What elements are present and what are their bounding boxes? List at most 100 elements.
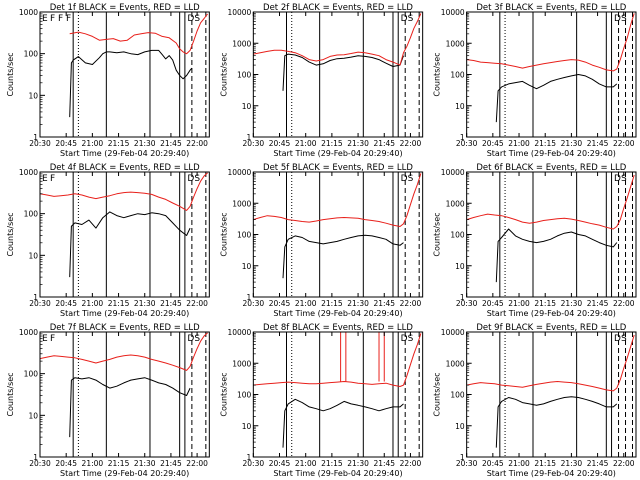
x-axis-label: Start Time (29-Feb-04 20:29:40) [60, 469, 189, 478]
chart-title: Det 8f BLACK = Events, RED = LLD [263, 323, 413, 333]
x-tick-label: 22:00 [186, 139, 208, 148]
event-markers [72, 12, 207, 137]
x-tick-label: 21:15 [321, 459, 343, 468]
x-tick-label: 21:30 [561, 299, 583, 308]
chart-title: Det 4f BLACK = Events, RED = LLD [50, 163, 200, 173]
events-series-line [495, 396, 618, 448]
plot-frame [39, 331, 210, 458]
plot-frame [252, 171, 424, 298]
event-markers [285, 332, 420, 457]
y-tick-label: 10 [455, 422, 465, 431]
x-tick-label: 20:45 [269, 139, 291, 148]
x-tick-label: 20:30 [243, 139, 265, 148]
y-axis-label: Counts/sec [6, 212, 15, 256]
x-tick-label: 21:00 [82, 299, 104, 308]
x-tick-label: 21:00 [508, 139, 530, 148]
x-axis-label: Start Time (29-Feb-04 20:29:40) [273, 469, 402, 478]
x-tick-label: 20:30 [243, 459, 265, 468]
y-tick-label: 1000 [19, 168, 38, 177]
lld-series-line [69, 13, 208, 55]
y-tick-label: 1000 [446, 199, 465, 208]
chart-title: Det 2f BLACK = Events, RED = LLD [263, 3, 413, 13]
y-axis-label: Counts/sec [6, 372, 15, 416]
x-tick-label: 21:45 [373, 299, 395, 308]
corner-label: E [42, 14, 48, 24]
corner-label: S [408, 14, 414, 24]
y-tick-label: 1 [33, 453, 38, 462]
x-tick-label: 21:00 [82, 139, 104, 148]
x-tick-label: 20:45 [269, 299, 291, 308]
plot-frame [252, 11, 424, 138]
corner-label: S [194, 14, 200, 24]
x-tick-label: 21:30 [347, 459, 369, 468]
y-tick-label: 100 [450, 71, 465, 80]
lld-series-line [253, 13, 422, 66]
y-tick-label: 1000 [232, 359, 251, 368]
y-tick-label: 1000 [19, 328, 38, 337]
x-tick-label: 21:45 [160, 299, 182, 308]
plot-frame [252, 331, 424, 458]
y-axis-label: Counts/sec [219, 52, 228, 96]
y-tick-label: 1 [247, 133, 252, 142]
y-tick-label: 100 [237, 71, 252, 80]
x-tick-label: 21:45 [160, 459, 182, 468]
plot-frame [466, 331, 637, 458]
x-tick-label: 20:30 [456, 299, 478, 308]
x-tick-label: 20:45 [482, 139, 504, 148]
chart-title: Det 1f BLACK = Events, RED = LLD [50, 3, 200, 13]
y-tick-label: 10000 [441, 168, 465, 177]
x-tick-label: 21:45 [587, 139, 609, 148]
y-tick-label: 1 [33, 293, 38, 302]
x-tick-label: 21:15 [321, 139, 343, 148]
y-tick-label: 1000 [19, 8, 38, 17]
x-tick-label: 21:15 [321, 299, 343, 308]
y-tick-label: 100 [24, 370, 39, 379]
lld-series-line [39, 172, 208, 211]
y-tick-label: 1000 [232, 39, 251, 48]
y-tick-label: 1000 [446, 359, 465, 368]
x-tick-label: 21:30 [347, 139, 369, 148]
x-tick-label: 21:30 [134, 299, 156, 308]
corner-label: D [187, 14, 194, 24]
event-markers [72, 332, 207, 457]
plot-frame [39, 171, 210, 298]
x-tick-label: 20:30 [456, 459, 478, 468]
x-tick-label: 20:45 [482, 299, 504, 308]
chart-title: Det 9f BLACK = Events, RED = LLD [476, 323, 626, 333]
y-tick-label: 100 [24, 50, 39, 59]
y-axis-label: Counts/sec [219, 212, 228, 256]
event-markers [499, 332, 633, 457]
y-tick-label: 1000 [446, 39, 465, 48]
y-axis-label: Counts/sec [433, 52, 442, 96]
events-series-line [282, 398, 404, 448]
corner-label: S [194, 334, 200, 344]
y-tick-label: 1 [460, 133, 465, 142]
x-axis-label: Start Time (29-Feb-04 20:29:40) [273, 149, 402, 158]
x-tick-label: 22:00 [613, 459, 635, 468]
chart-title: Det 5f BLACK = Events, RED = LLD [263, 163, 413, 173]
corner-label: F [66, 14, 71, 24]
corner-label: E [42, 334, 48, 344]
x-tick-label: 21:30 [134, 459, 156, 468]
x-tick-label: 20:30 [243, 299, 265, 308]
x-tick-label: 21:45 [160, 139, 182, 148]
events-series-line [69, 377, 191, 438]
corner-label: F [50, 334, 55, 344]
y-axis-label: Counts/sec [433, 372, 442, 416]
corner-label: S [621, 334, 627, 344]
event-markers [285, 172, 420, 297]
x-tick-label: 20:30 [456, 139, 478, 148]
lld-series-line [253, 333, 422, 387]
plot-frame [466, 171, 637, 298]
y-tick-label: 100 [237, 231, 252, 240]
chart-title: Det 6f BLACK = Events, RED = LLD [476, 163, 626, 173]
x-tick-label: 21:00 [508, 459, 530, 468]
x-tick-label: 22:00 [613, 139, 635, 148]
x-tick-label: 22:00 [186, 299, 208, 308]
y-tick-label: 10 [242, 102, 252, 111]
